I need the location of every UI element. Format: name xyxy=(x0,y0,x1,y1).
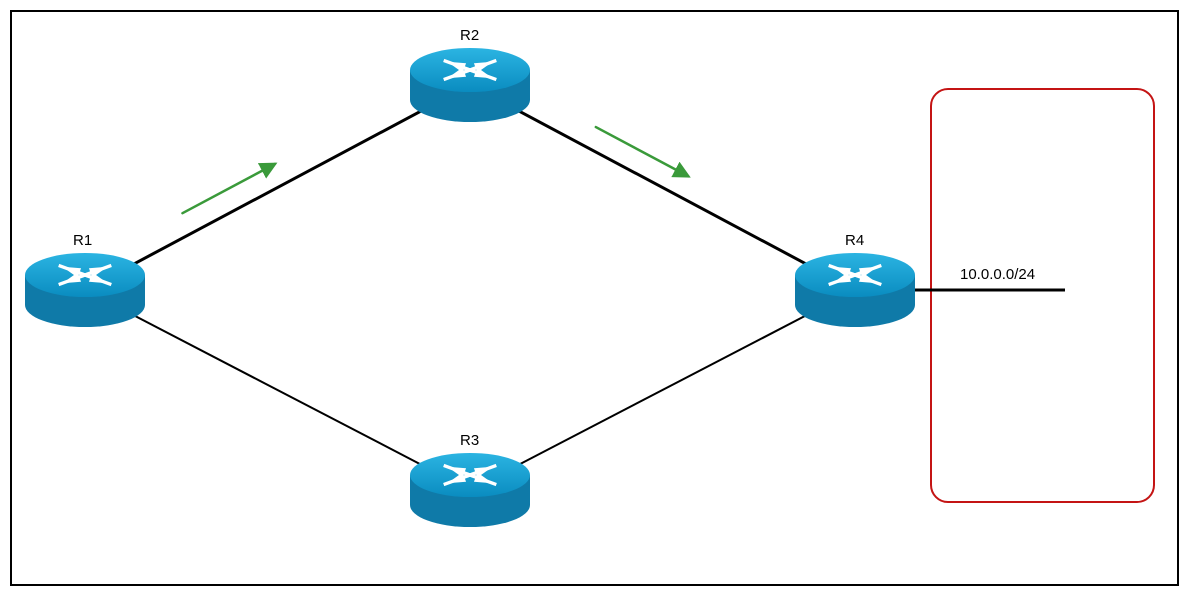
router-label-R1: R1 xyxy=(73,232,92,249)
router-icon xyxy=(410,48,530,122)
router-label-R2: R2 xyxy=(460,27,479,44)
router-label-R3: R3 xyxy=(460,432,479,449)
diagram-canvas: R1 R2 R3 R4 10.0.0.0/24 xyxy=(0,0,1189,596)
network-box xyxy=(930,88,1155,503)
router-R1 xyxy=(25,253,145,327)
router-icon xyxy=(410,453,530,527)
router-icon xyxy=(25,253,145,327)
network-label: 10.0.0.0/24 xyxy=(960,266,1035,283)
router-R2 xyxy=(410,48,530,122)
router-label-R4: R4 xyxy=(845,232,864,249)
router-R3 xyxy=(410,453,530,527)
router-R4 xyxy=(795,253,915,327)
router-icon xyxy=(795,253,915,327)
